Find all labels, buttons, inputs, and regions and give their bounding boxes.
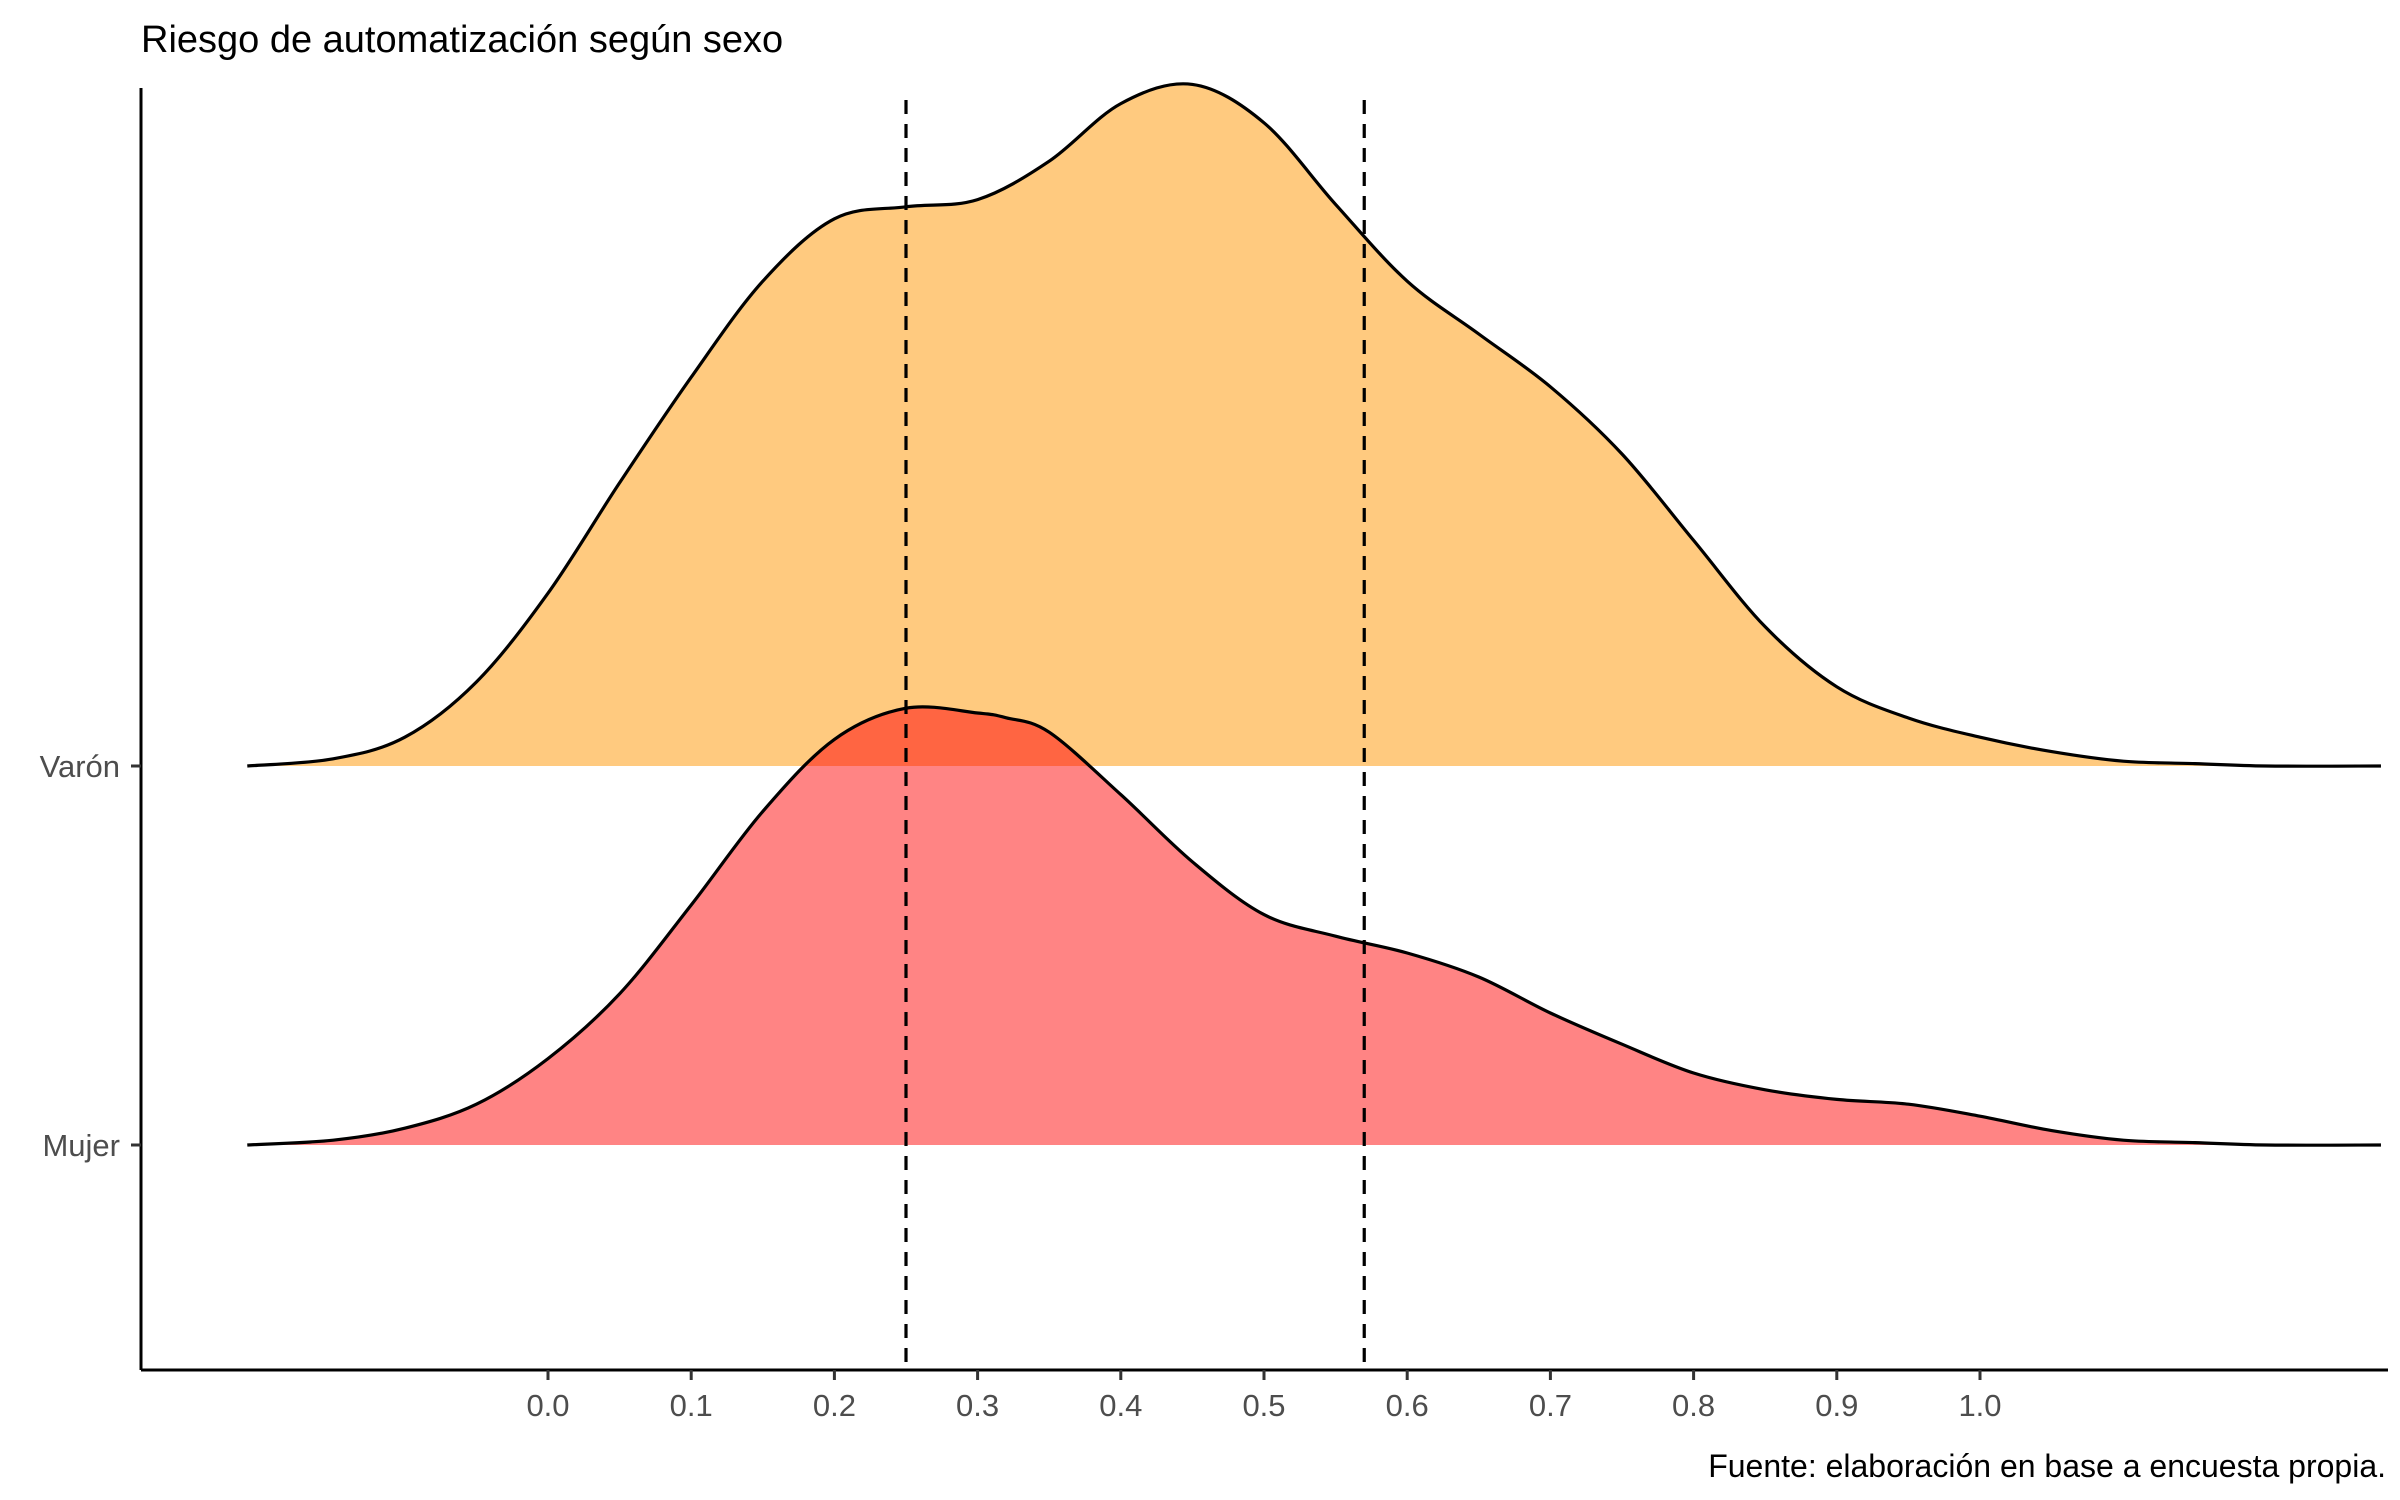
x-tick-label: 0.9 bbox=[1815, 1388, 1858, 1423]
x-axis: 0.0 0.1 0.2 0.3 0.4 0.5 0.6 0.7 0.8 0.9 1.0 bbox=[526, 1370, 2002, 1423]
x-tick-label: 0.2 bbox=[813, 1388, 856, 1423]
y-tick-label-varon: Varón bbox=[40, 749, 120, 784]
chart-title: Riesgo de automatización según sexo bbox=[141, 19, 783, 61]
reference-lines bbox=[904, 100, 1366, 1370]
x-tick-label: 0.8 bbox=[1672, 1388, 1715, 1423]
x-tick-label: 0.1 bbox=[670, 1388, 713, 1423]
y-axis: Mujer Varón bbox=[40, 749, 141, 1163]
ridge-line-mujer bbox=[247, 705, 2381, 1147]
ridge-area-varon bbox=[247, 83, 2381, 767]
ridge-line-varon bbox=[247, 82, 2381, 768]
x-tick-label: 0.3 bbox=[956, 1388, 999, 1423]
x-tick-label: 0.5 bbox=[1242, 1388, 1285, 1423]
y-tick-label-mujer: Mujer bbox=[42, 1128, 120, 1163]
x-tick-label: 0.7 bbox=[1529, 1388, 1572, 1423]
x-tick-label: 0.6 bbox=[1386, 1388, 1429, 1423]
ridge-area-mujer bbox=[247, 706, 2381, 1146]
chart-caption: Fuente: elaboración en base a encuesta p… bbox=[1708, 1448, 2386, 1484]
ridges bbox=[247, 82, 2381, 1147]
x-tick-label: 0.4 bbox=[1099, 1388, 1142, 1423]
x-tick-label: 1.0 bbox=[1958, 1388, 2001, 1423]
x-tick-label: 0.0 bbox=[526, 1388, 569, 1423]
